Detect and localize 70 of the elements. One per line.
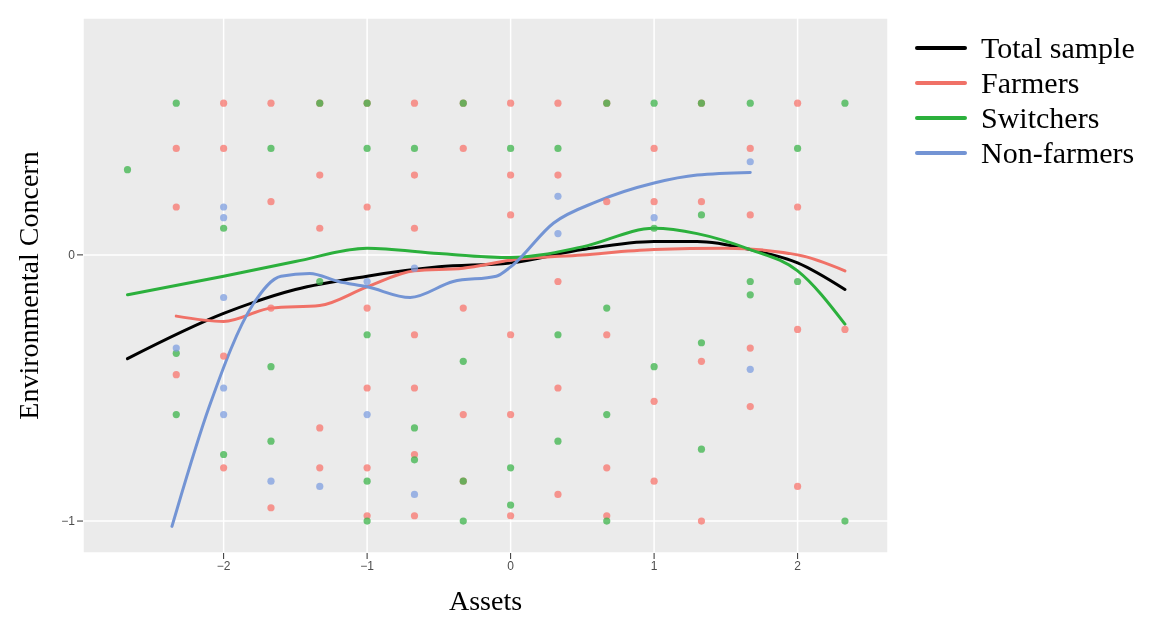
point (650, 214, 658, 222)
legend-label: Farmers (981, 65, 1080, 100)
point (267, 477, 275, 485)
y-axis-title: Environmental Concern (12, 151, 44, 420)
point (410, 490, 419, 499)
x-tick-label: −1 (360, 558, 375, 573)
point (603, 410, 611, 419)
point (650, 363, 658, 371)
point (697, 339, 706, 347)
point (697, 211, 706, 219)
point (410, 424, 419, 432)
point (841, 517, 849, 525)
point (794, 144, 802, 153)
point (459, 517, 467, 525)
point (363, 477, 371, 485)
point (220, 293, 228, 302)
point (363, 277, 371, 286)
point (794, 277, 802, 286)
point (554, 331, 562, 339)
point (267, 437, 275, 445)
point (123, 166, 132, 174)
point (220, 214, 228, 222)
point (220, 224, 228, 232)
point (650, 224, 658, 232)
point (172, 410, 180, 419)
point (841, 99, 849, 107)
x-axis-title: Assets (448, 585, 523, 616)
point (746, 158, 754, 166)
point (316, 277, 324, 286)
point (554, 192, 562, 200)
point (746, 291, 754, 299)
point (267, 363, 275, 371)
point (554, 437, 562, 445)
point (172, 99, 180, 107)
point (507, 501, 515, 509)
x-tick-label: 0 (507, 558, 515, 573)
point (507, 464, 515, 472)
x-tick-label: −2 (216, 558, 231, 573)
point (220, 384, 228, 392)
point (363, 517, 371, 525)
point (363, 410, 371, 419)
line-series (174, 246, 847, 323)
point (220, 410, 228, 419)
point (459, 357, 467, 365)
point (746, 277, 754, 286)
point (172, 344, 180, 352)
point (507, 144, 515, 153)
point (603, 304, 611, 312)
point (746, 99, 754, 107)
point (603, 517, 611, 525)
point (554, 144, 562, 153)
x-tick-label: 1 (650, 558, 658, 573)
point (410, 456, 419, 464)
point (650, 99, 658, 107)
point (363, 144, 371, 153)
line-series (170, 170, 752, 528)
point (220, 203, 228, 211)
point (410, 144, 419, 153)
point (554, 230, 562, 238)
point (316, 482, 324, 491)
legend-label: Total sample (981, 30, 1135, 65)
point (220, 450, 228, 459)
legend-label: Non-farmers (981, 135, 1135, 170)
point (746, 365, 754, 373)
x-tick-label: 2 (794, 558, 802, 573)
point (363, 331, 371, 339)
point (267, 144, 275, 153)
point (697, 445, 706, 453)
point (410, 264, 419, 272)
legend-label: Switchers (981, 100, 1100, 135)
